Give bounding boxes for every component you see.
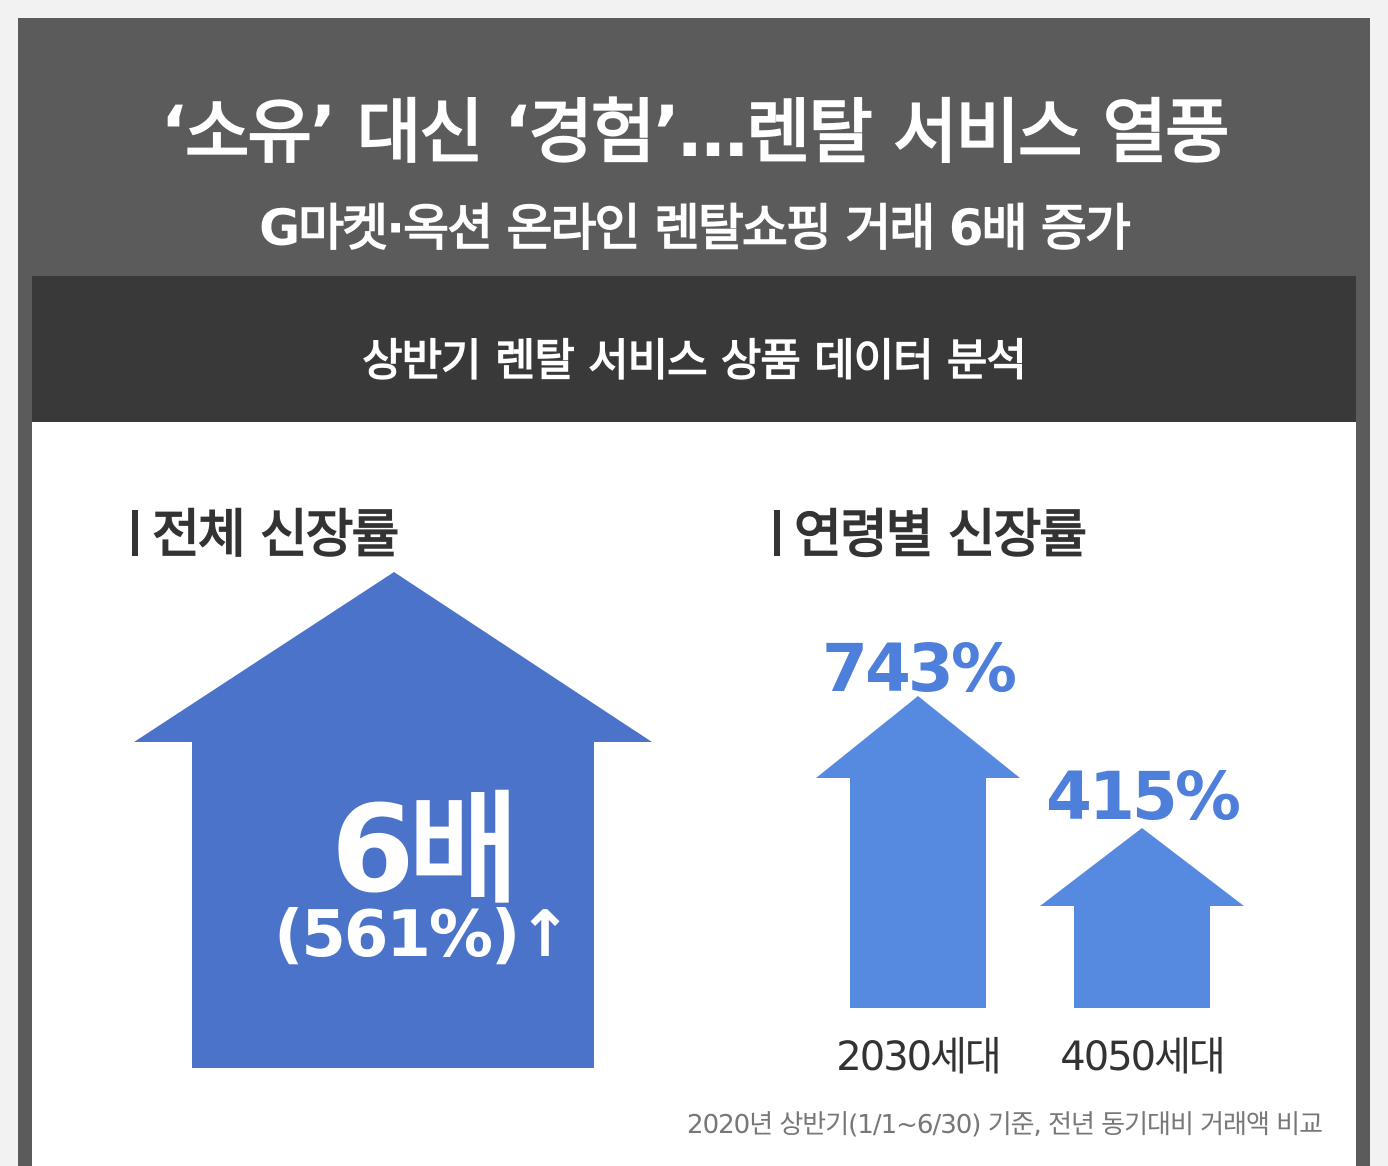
overall-growth-value: 6배 bbox=[331, 781, 519, 920]
age-growth-heading: 연령별 신장률 bbox=[774, 492, 1087, 567]
heading-bar bbox=[774, 510, 780, 556]
band-title: 상반기 렌탈 서비스 상품 데이터 분석 bbox=[362, 335, 1027, 386]
infographic-frame: ‘소유’ 대신 ‘경험’…렌탈 서비스 열풍 G마켓·옥션 온라인 렌탈쇼핑 거… bbox=[18, 18, 1370, 1166]
page-subtitle: G마켓·옥션 온라인 렌탈쇼핑 거래 6배 증가 bbox=[259, 199, 1131, 257]
heading-bar bbox=[132, 510, 138, 556]
age-growth-label: 연령별 신장률 bbox=[794, 505, 1087, 565]
overall-growth-percent: (561%)↑ bbox=[274, 898, 572, 972]
age-2030-label: 2030세대 bbox=[836, 1034, 1001, 1080]
arrow-graphics bbox=[134, 572, 1244, 1068]
overall-growth-label: 전체 신장률 bbox=[152, 505, 399, 565]
age-4050-up-arrow-icon bbox=[1040, 828, 1244, 1008]
content-panel: 전체 신장률 연령별 신장률 6배 (561%)↑ 743% 415% 2030… bbox=[32, 422, 1356, 1166]
overall-up-arrow-icon bbox=[134, 572, 652, 1068]
age-4050-label: 4050세대 bbox=[1060, 1034, 1225, 1080]
age-4050-percent: 415% bbox=[1046, 758, 1241, 835]
age-2030-up-arrow-icon bbox=[816, 696, 1020, 1008]
overall-growth-heading: 전체 신장률 bbox=[132, 492, 399, 567]
footnote: 2020년 상반기(1/1~6/30) 기준, 전년 동기대비 거래액 비교 bbox=[687, 1110, 1323, 1140]
section-band: 상반기 렌탈 서비스 상품 데이터 분석 bbox=[32, 276, 1356, 422]
age-2030-percent: 743% bbox=[822, 630, 1017, 707]
page-title: ‘소유’ 대신 ‘경험’…렌탈 서비스 열풍 bbox=[160, 91, 1229, 173]
